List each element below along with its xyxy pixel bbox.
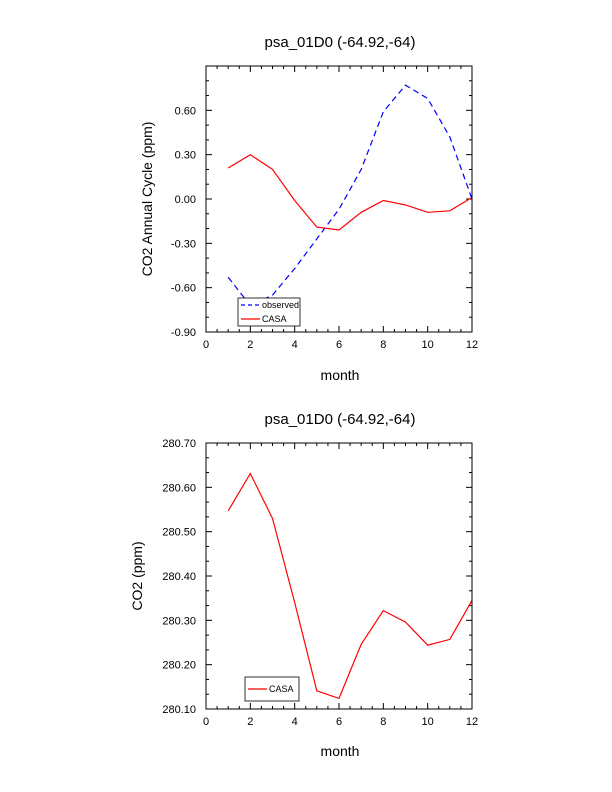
y-tick-label: 280.70 — [162, 438, 196, 450]
y-tick-label: 280.40 — [162, 571, 196, 583]
x-axis-label: month — [321, 367, 360, 383]
legend-label: CASA — [262, 314, 287, 324]
legend: observed CASA — [237, 297, 301, 327]
tick-layer: 0 2 4 6 8 10 12 280.70 280.60 280.50 280.40 280.30 2… — [162, 438, 478, 728]
x-tick-label: 2 — [247, 716, 253, 728]
y-tick-label: 0.60 — [175, 105, 196, 117]
y-tick-label: 0.30 — [175, 150, 196, 162]
chart-title: psa_01D0 (-64.92,-64) — [265, 34, 416, 51]
x-tick-label: 10 — [422, 339, 434, 351]
x-tick-label: 6 — [336, 339, 342, 351]
legend: CASA — [244, 676, 300, 702]
x-tick-label: 4 — [292, 716, 298, 728]
legend-label: observed — [262, 300, 299, 310]
y-tick-label: -0.90 — [171, 327, 196, 339]
y-tick-label: 280.10 — [162, 704, 196, 716]
series-line-casa — [227, 153, 473, 231]
series-layer — [227, 84, 473, 307]
y-tick-label: 280.60 — [162, 482, 196, 494]
y-tick-label: 280.50 — [162, 527, 196, 539]
y-tick-label: 280.20 — [162, 660, 196, 672]
x-tick-label: 6 — [336, 716, 342, 728]
x-tick-label: 0 — [203, 339, 209, 351]
legend-label: CASA — [269, 684, 294, 694]
tick-layer: 0 2 4 6 8 10 12 0.60 0.30 0.00 -0.30 -0.60 -0.90 — [171, 65, 478, 351]
x-tick-label: 12 — [466, 716, 478, 728]
x-tick-label: 8 — [380, 339, 386, 351]
y-tick-label: -0.30 — [171, 238, 196, 250]
plot-frame — [205, 65, 473, 333]
x-tick-label: 8 — [380, 716, 386, 728]
y-axis-label: CO2 (ppm) — [129, 541, 145, 610]
series-layer — [227, 472, 473, 700]
x-axis-label: month — [321, 743, 360, 759]
chart-title: psa_01D0 (-64.92,-64) — [265, 411, 416, 428]
annual-cycle-chart: psa_01D0 (-64.92,-64) month CO2 Annual C… — [139, 34, 478, 383]
x-tick-label: 12 — [466, 339, 478, 351]
x-tick-label: 2 — [247, 339, 253, 351]
series-line-observed — [227, 84, 473, 307]
plot-frame — [205, 442, 473, 710]
y-axis-label: CO2 Annual Cycle (ppm) — [139, 122, 155, 277]
y-tick-label: -0.60 — [171, 283, 196, 295]
x-tick-label: 4 — [292, 339, 298, 351]
x-tick-label: 0 — [203, 716, 209, 728]
y-tick-label: 280.30 — [162, 615, 196, 627]
series-line-casa — [227, 472, 473, 700]
legend-box — [237, 297, 301, 327]
y-tick-label: 0.00 — [175, 194, 196, 206]
x-tick-label: 10 — [422, 716, 434, 728]
